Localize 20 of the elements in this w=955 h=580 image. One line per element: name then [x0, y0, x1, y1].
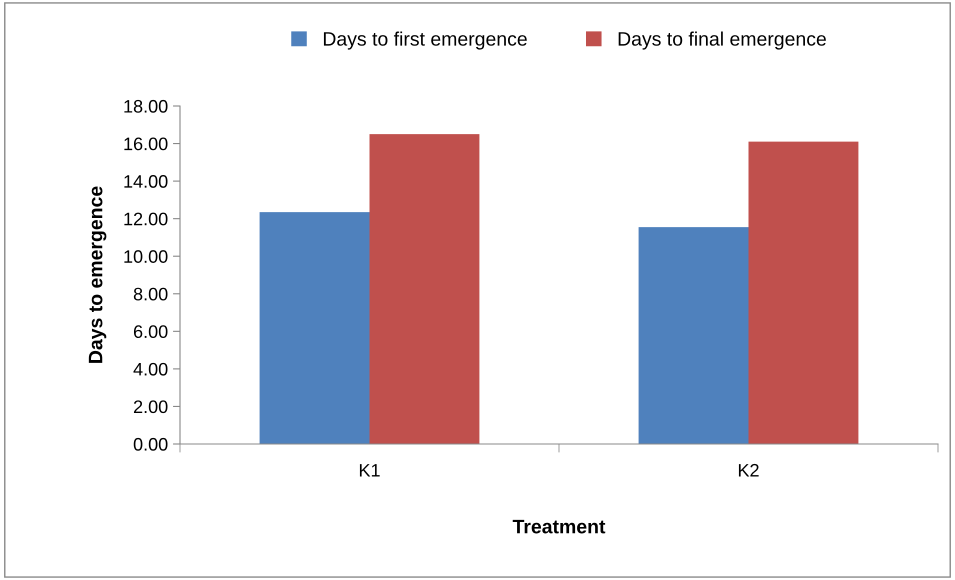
y-tick-label: 10.00	[124, 250, 168, 263]
y-tick-label: 14.00	[124, 175, 168, 188]
y-tick-label: 12.00	[124, 212, 168, 226]
y-axis-title: Days to emergence	[88, 186, 106, 363]
y-tick-label: 6.00	[134, 325, 168, 338]
x-axis-title: Treatment	[512, 520, 606, 534]
y-tick-label: 4.00	[133, 362, 168, 376]
y-tick-label: 16.00	[124, 137, 168, 150]
legend-label: Days to first emergence	[324, 31, 527, 50]
bar	[260, 212, 370, 444]
x-tick-label: K1	[360, 464, 380, 477]
y-tick-label: 8.00	[134, 288, 168, 300]
x-tick-label: K2	[738, 464, 759, 477]
bar	[748, 142, 858, 444]
legend-label: Days to final emergence	[618, 31, 826, 50]
bar	[638, 227, 748, 444]
y-tick-label: 2.00	[134, 400, 168, 414]
bar	[370, 134, 480, 444]
y-tick-label: 18.00	[124, 100, 168, 113]
y-tick-label: 0.00	[134, 438, 168, 451]
